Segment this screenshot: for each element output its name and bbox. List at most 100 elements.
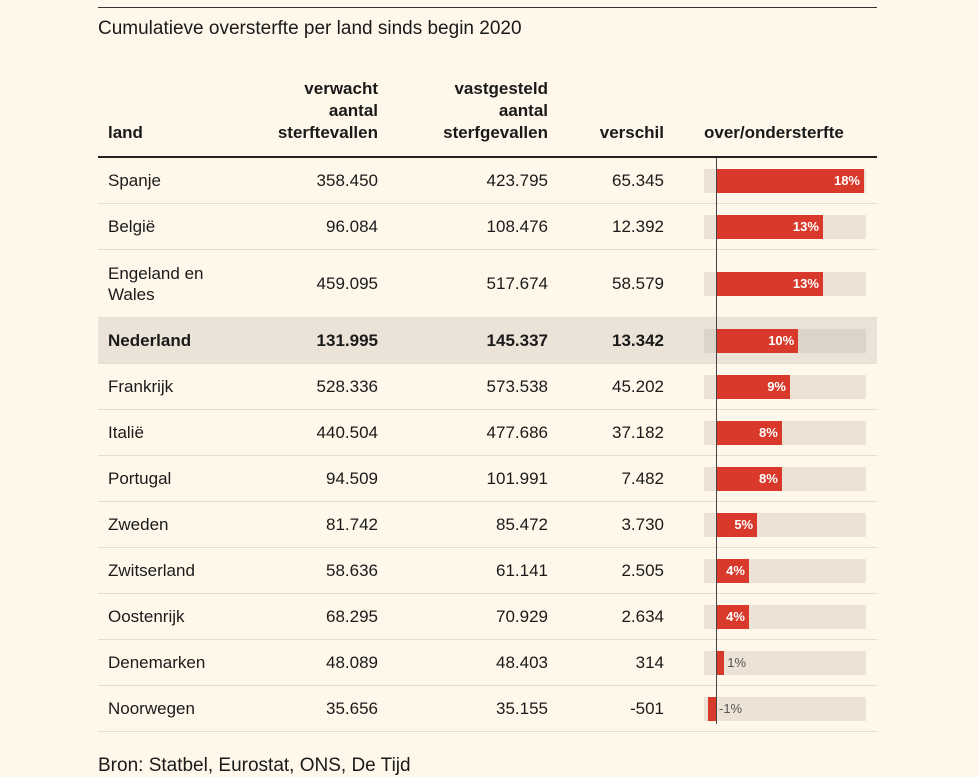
header-observed-line: vastgesteld (454, 79, 548, 98)
cell-land: Denemarken (108, 653, 206, 672)
table-row: Oostenrijk 68.295 70.929 2.634 4% (98, 594, 877, 640)
table-header: land verwacht aantal sterftevallen vastg… (98, 74, 877, 156)
bar (716, 421, 782, 445)
cell-observed: 48.403 (496, 653, 548, 672)
cell-diff: 37.182 (612, 423, 664, 442)
cell-diff: -501 (629, 699, 664, 718)
cell-observed: 108.476 (486, 217, 548, 236)
cell-observed: 423.795 (486, 171, 548, 190)
cell-observed: 101.991 (486, 469, 548, 488)
cell-land: Zwitserland (108, 561, 195, 580)
bar (716, 467, 782, 491)
header-pct: over/ondersterfte (704, 123, 844, 142)
bar (716, 651, 725, 675)
cell-observed: 61.141 (496, 561, 548, 580)
cell-expected: 58.636 (326, 561, 378, 580)
cell-observed: 85.472 (496, 515, 548, 534)
bar-track: 13% (704, 215, 866, 239)
table-row: België 96.084 108.476 12.392 13% (98, 204, 877, 250)
bar-value-label: 1% (727, 655, 747, 670)
cell-diff: 13.342 (612, 331, 664, 350)
chart-title: Cumulatieve oversterfte per land sinds b… (98, 18, 522, 39)
cell-observed: 145.337 (486, 331, 548, 350)
bar (707, 697, 716, 721)
cell-land: Noorwegen (108, 699, 195, 718)
bar-value-label: 9% (767, 379, 786, 394)
cell-land: Frankrijk (108, 377, 174, 396)
header-observed: vastgesteld aantal sterfgevallen (443, 78, 548, 144)
bar-value-label: 18% (833, 173, 860, 188)
cell-land: België (108, 217, 156, 236)
cell-expected: 131.995 (316, 331, 378, 350)
bar-track: -1% (704, 697, 866, 721)
table-row: Italië 440.504 477.686 37.182 8% (98, 410, 877, 456)
table-row: Zweden 81.742 85.472 3.730 5% (98, 502, 877, 548)
cell-expected: 35.656 (326, 699, 378, 718)
table-row: Engeland en Wales 459.095 517.674 58.579 13% (98, 250, 877, 318)
bar-track: 1% (704, 651, 866, 675)
cell-expected: 528.336 (316, 377, 378, 396)
top-rule (98, 7, 877, 8)
bar (716, 513, 758, 537)
cell-land-line: Engeland en (108, 264, 204, 283)
header-expected-line: sterftevallen (277, 123, 378, 142)
table-row: Frankrijk 528.336 573.538 45.202 9% (98, 364, 877, 410)
bar-value-label: 4% (726, 563, 745, 578)
table-row: Zwitserland 58.636 61.141 2.505 4% (98, 548, 877, 594)
bar-track: 8% (704, 421, 866, 445)
cell-expected: 440.504 (316, 423, 378, 442)
cell-observed: 517.674 (486, 274, 548, 293)
table-row: Portugal 94.509 101.991 7.482 8% (98, 456, 877, 502)
cell-expected: 96.084 (326, 217, 378, 236)
table-body: Spanje 358.450 423.795 65.345 18% België 96.08… (98, 158, 877, 732)
bar (716, 375, 790, 399)
cell-expected: 459.095 (316, 274, 378, 293)
header-rule (98, 156, 877, 158)
cell-diff: 58.579 (612, 274, 664, 293)
bar-value-label: 13% (792, 219, 819, 234)
bar (716, 272, 823, 296)
cell-diff: 2.505 (621, 561, 664, 580)
cell-expected: 94.509 (326, 469, 378, 488)
cell-land: Zweden (108, 515, 169, 534)
cell-diff: 12.392 (612, 217, 664, 236)
header-observed-line: sterfgevallen (443, 123, 548, 142)
bar-value-label: 4% (726, 609, 745, 624)
bar-value-label: 10% (768, 333, 795, 348)
bar-value-label: 8% (758, 471, 778, 486)
cell-observed: 70.929 (496, 607, 548, 626)
bar-value-label: 8% (758, 425, 778, 440)
cell-land-line: Wales (108, 285, 155, 304)
bar (716, 559, 749, 583)
cell-land: Portugal (108, 469, 172, 488)
cell-land: Engeland en Wales (108, 263, 203, 305)
bar-track: 18% (704, 169, 866, 193)
table-row: Spanje 358.450 423.795 65.345 18% (98, 158, 877, 204)
cell-diff: 314 (635, 653, 664, 672)
cell-diff: 2.634 (621, 607, 664, 626)
cell-observed: 573.538 (486, 377, 548, 396)
cell-expected: 81.742 (326, 515, 378, 534)
header-expected-line: aantal (328, 101, 378, 120)
table-row: Denemarken 48.089 48.403 314 1% (98, 640, 877, 686)
cell-expected: 48.089 (326, 653, 378, 672)
header-expected: verwacht aantal sterftevallen (278, 78, 378, 144)
header-diff: verschil (599, 123, 664, 142)
cell-expected: 68.295 (326, 607, 378, 626)
table-row: Nederland 131.995 145.337 13.342 10% (98, 318, 877, 364)
bar (716, 329, 799, 353)
bar-value-label: 5% (734, 517, 754, 532)
source-note: Bron: Statbel, Eurostat, ONS, De Tijd (98, 755, 411, 776)
cell-land: Italië (108, 423, 144, 442)
cell-diff: 3.730 (621, 515, 664, 534)
bar-value-label: -1% (719, 701, 743, 716)
bar (716, 605, 749, 629)
bar-track: 9% (704, 375, 866, 399)
header-observed-line: aantal (498, 101, 548, 120)
cell-land: Nederland (108, 331, 192, 350)
cell-diff: 7.482 (621, 469, 664, 488)
cell-observed: 35.155 (496, 699, 548, 718)
zero-axis-line (716, 158, 717, 724)
bar (716, 215, 823, 239)
bar-track: 4% (704, 559, 866, 583)
